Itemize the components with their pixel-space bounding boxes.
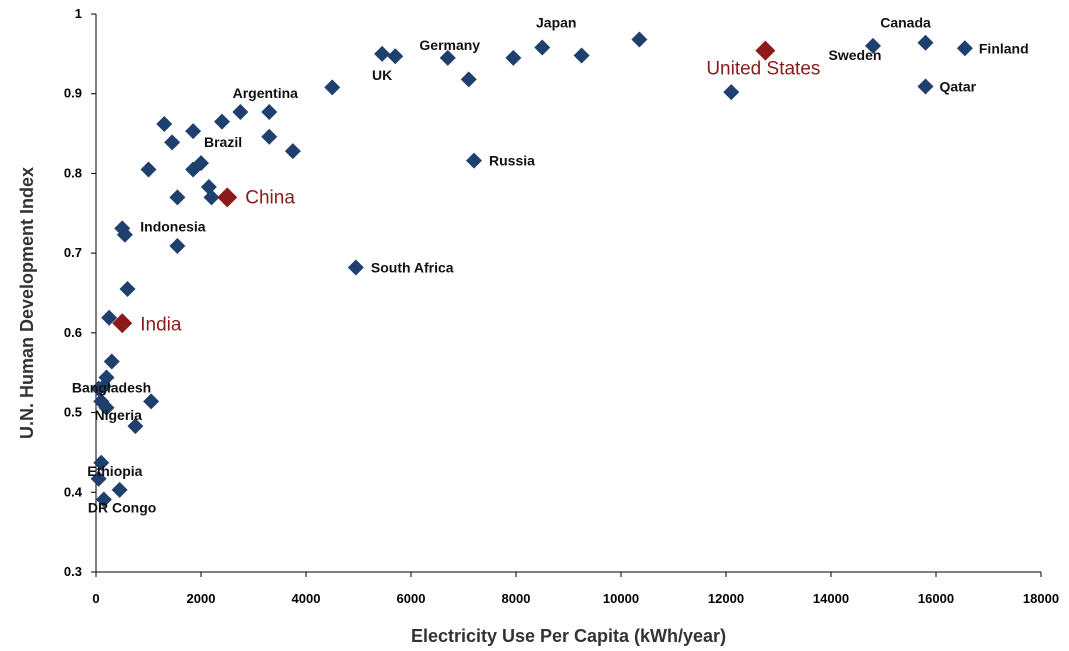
- y-tick-label: 0.3: [64, 564, 82, 579]
- point-label: United States: [706, 59, 820, 80]
- data-point: [347, 259, 364, 276]
- data-point: [95, 491, 112, 508]
- highlight-point: [112, 313, 133, 334]
- data-point: [169, 189, 186, 206]
- data-point: [917, 78, 934, 95]
- data-point: [261, 128, 278, 145]
- point-label: Bangladesh: [72, 379, 151, 395]
- data-point: [111, 481, 128, 498]
- point-label: Russia: [489, 153, 535, 169]
- data-point: [631, 31, 648, 48]
- data-point: [143, 393, 160, 410]
- point-labels: UK Germany Japan United States Sweden Canada Q…: [72, 14, 1029, 515]
- data-point: [232, 104, 249, 121]
- data-point: [116, 226, 133, 243]
- x-tick-label: 14000: [813, 591, 849, 606]
- ticks: 0.3 0.4 0.5 0.6 0.7 0.8 0.9 1 0 2000 4000 6000 8000 1…: [64, 6, 1059, 606]
- x-tick-label: 12000: [708, 591, 744, 606]
- data-point: [169, 237, 186, 254]
- data-point: [203, 189, 220, 206]
- point-label: China: [245, 187, 295, 208]
- data-point: [917, 34, 934, 51]
- y-tick-label: 0.4: [64, 484, 83, 499]
- x-tick-label: 16000: [918, 591, 954, 606]
- point-label: UK: [372, 67, 392, 83]
- data-point: [90, 470, 107, 487]
- point-label: Brazil: [204, 134, 242, 150]
- data-point: [90, 380, 107, 397]
- data-point: [439, 49, 456, 66]
- y-axis-title: U.N. Human Development Index: [17, 167, 37, 439]
- data-point: [865, 37, 881, 54]
- data-point: [119, 281, 136, 298]
- data-point: [956, 40, 973, 57]
- y-tick-label: 0.7: [64, 245, 82, 260]
- data-point: [214, 113, 230, 130]
- data-point: [723, 84, 740, 101]
- data-point: [466, 152, 482, 169]
- data-point: [164, 134, 181, 151]
- point-label: Indonesia: [140, 218, 206, 234]
- y-tick-label: 0.8: [64, 165, 82, 180]
- data-point: [127, 418, 144, 435]
- y-tick-label: 0.6: [64, 325, 82, 340]
- data-point: [93, 454, 110, 471]
- highlight-point: [755, 40, 776, 61]
- point-label: Ethiopia: [87, 463, 142, 479]
- data-point: [185, 123, 202, 140]
- point-label: Germany: [419, 37, 480, 53]
- point-label: Finland: [979, 40, 1029, 56]
- data-point: [103, 353, 120, 370]
- x-tick-label: 0: [92, 591, 99, 606]
- data-point: [101, 309, 118, 326]
- data-point: [387, 48, 404, 65]
- y-tick-label: 1: [75, 6, 82, 21]
- x-tick-label: 2000: [187, 591, 216, 606]
- point-label: South Africa: [371, 259, 454, 275]
- data-point: [185, 161, 202, 178]
- data-point: [156, 116, 173, 133]
- point-label: Japan: [536, 14, 576, 30]
- point-label: DR Congo: [88, 499, 156, 515]
- data-points: [90, 31, 973, 508]
- data-point: [460, 71, 477, 88]
- data-point: [505, 49, 522, 66]
- data-point: [98, 399, 115, 416]
- point-label: Nigeria: [95, 407, 143, 423]
- x-axis-title: Electricity Use Per Capita (kWh/year): [411, 626, 726, 646]
- point-label: Sweden: [829, 47, 882, 63]
- x-tick-label: 10000: [603, 591, 639, 606]
- data-point: [534, 39, 551, 56]
- y-tick-label: 0.5: [64, 405, 82, 420]
- data-point: [140, 161, 157, 178]
- data-point: [374, 45, 391, 62]
- point-label: Argentina: [233, 85, 299, 101]
- point-label: Canada: [880, 15, 931, 31]
- x-tick-label: 6000: [397, 591, 426, 606]
- data-point: [573, 47, 590, 64]
- highlight-point: [217, 187, 238, 208]
- y-tick-label: 0.9: [64, 86, 82, 101]
- x-tick-label: 18000: [1023, 591, 1059, 606]
- point-label: Qatar: [940, 79, 977, 95]
- point-label: India: [140, 314, 182, 335]
- data-point: [261, 104, 278, 121]
- x-tick-label: 4000: [292, 591, 321, 606]
- x-tick-label: 8000: [502, 591, 531, 606]
- data-point: [284, 143, 301, 160]
- data-point: [324, 79, 341, 96]
